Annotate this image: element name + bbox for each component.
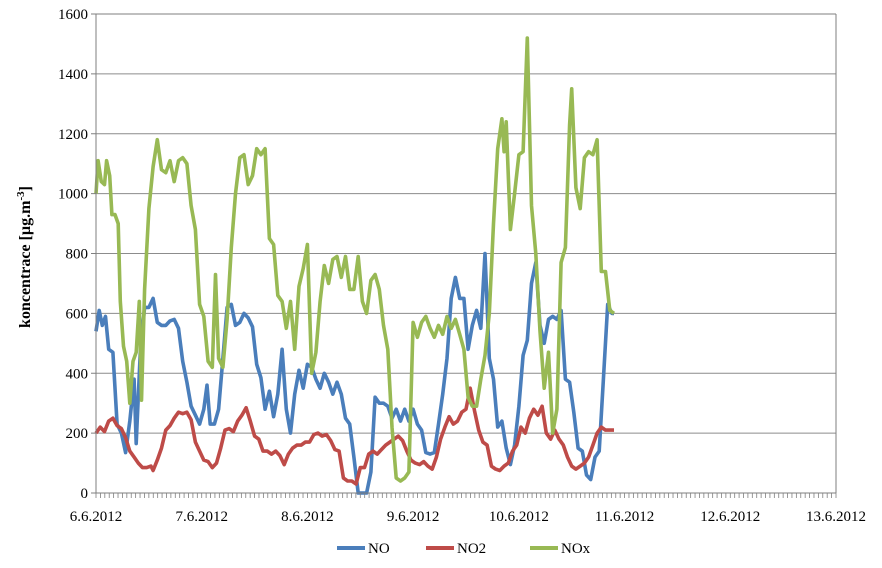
series-lines bbox=[94, 36, 616, 495]
y-tick-labels: 0 200 400 600 800 1000 1200 1400 1600 bbox=[58, 7, 88, 502]
x-tick-label: 7.6.2012 bbox=[175, 509, 228, 525]
y-tick-label: 0 bbox=[81, 486, 89, 502]
y-tick-label: 1400 bbox=[58, 67, 88, 83]
axes bbox=[91, 13, 837, 498]
y-tick-label: 1200 bbox=[58, 127, 88, 143]
series-line-no2 bbox=[94, 386, 614, 486]
x-tick-label: 11.6.2012 bbox=[595, 509, 654, 525]
x-tick-label: 8.6.2012 bbox=[281, 509, 334, 525]
y-tick-label: 1600 bbox=[58, 7, 88, 23]
legend-label-no: NO bbox=[368, 541, 390, 557]
x-tick-label: 9.6.2012 bbox=[387, 509, 440, 525]
x-tick-label: 10.6.2012 bbox=[489, 509, 549, 525]
y-axis-title: koncentrace [µg.m-3] bbox=[15, 186, 34, 328]
legend: NO NO2 NOx bbox=[337, 541, 591, 557]
legend-label-nox: NOx bbox=[561, 541, 591, 557]
x-tick-label: 13.6.2012 bbox=[806, 509, 866, 525]
y-tick-label: 800 bbox=[66, 247, 89, 263]
x-tick-label: 6.6.2012 bbox=[70, 509, 123, 525]
series-line-no bbox=[94, 251, 614, 495]
y-tick-label: 1000 bbox=[58, 187, 88, 203]
y-tick-label: 600 bbox=[66, 306, 89, 322]
y-tick-label: 200 bbox=[66, 426, 89, 442]
x-tick-labels: 6.6.2012 7.6.2012 8.6.2012 9.6.2012 10.6.201… bbox=[70, 509, 866, 525]
gridlines bbox=[96, 13, 836, 494]
x-tick-label: 12.6.2012 bbox=[700, 509, 760, 525]
legend-label-no2: NO2 bbox=[457, 541, 486, 557]
y-tick-label: 400 bbox=[66, 366, 89, 382]
series-line-nox bbox=[94, 36, 616, 483]
